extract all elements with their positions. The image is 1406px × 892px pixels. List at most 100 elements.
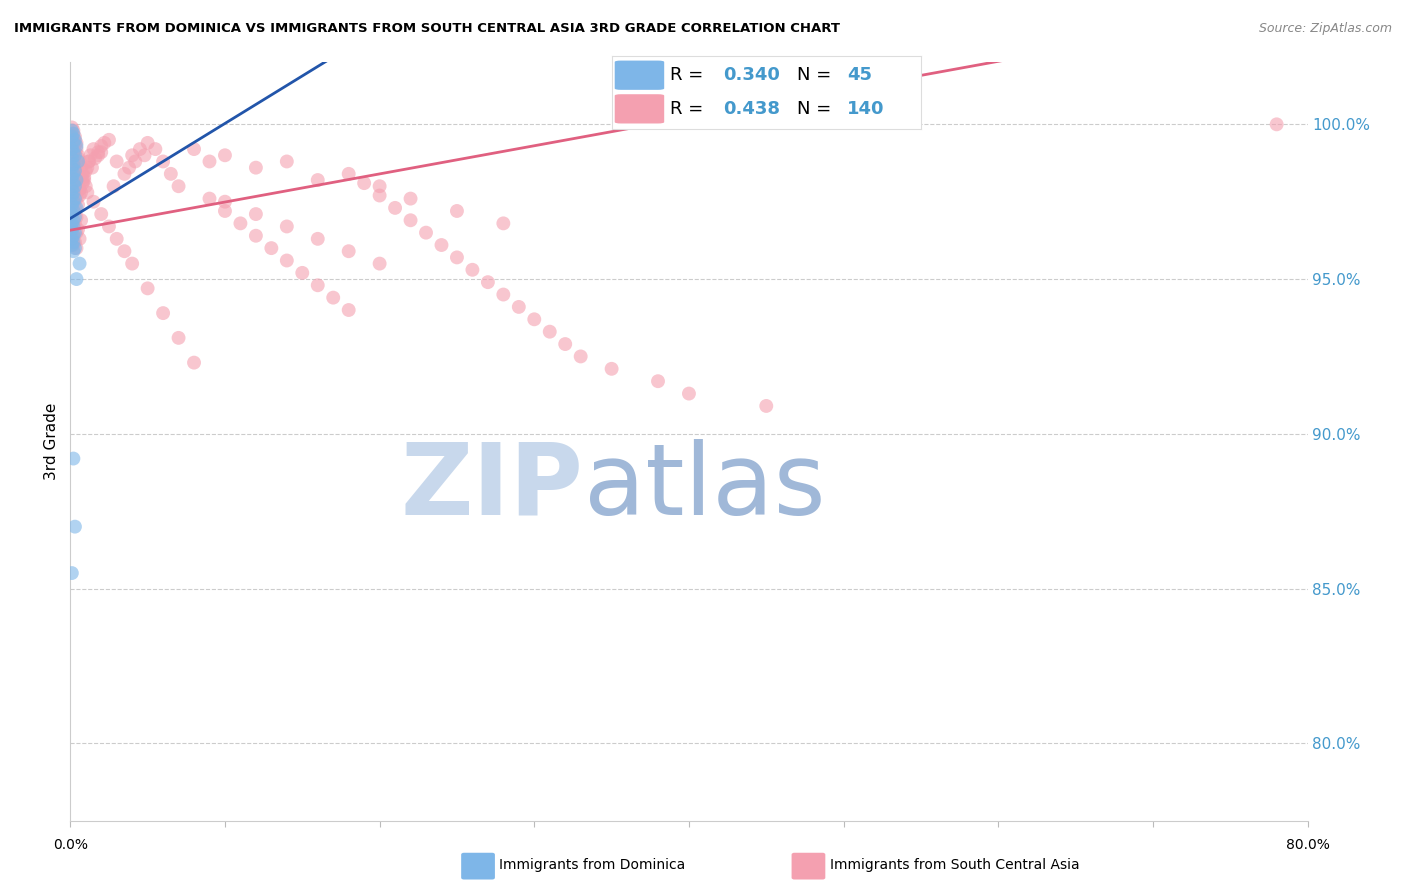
Point — [446, 251, 468, 265]
Y-axis label: 3rd Grade: 3rd Grade — [44, 403, 59, 480]
Point — [70, 186, 93, 200]
Point — [62, 235, 84, 249]
Point — [77, 154, 100, 169]
Point — [103, 179, 125, 194]
Point — [84, 152, 107, 166]
Point — [569, 350, 592, 364]
Point — [63, 216, 86, 230]
Point — [60, 169, 83, 184]
Point — [63, 201, 86, 215]
Point — [72, 176, 94, 190]
Point — [60, 120, 83, 135]
Point — [678, 386, 700, 401]
Point — [183, 356, 205, 370]
Point — [118, 161, 141, 175]
Point — [60, 207, 83, 221]
Point — [73, 173, 96, 187]
Point — [368, 188, 391, 202]
Point — [76, 161, 98, 175]
Point — [65, 169, 87, 184]
Point — [600, 361, 623, 376]
Point — [63, 163, 86, 178]
Point — [384, 201, 406, 215]
Point — [63, 148, 86, 162]
Point — [152, 154, 174, 169]
Point — [69, 154, 91, 169]
Point — [63, 241, 86, 255]
Point — [60, 198, 83, 212]
Point — [69, 182, 91, 196]
Point — [69, 232, 91, 246]
Point — [80, 161, 103, 175]
Text: N =: N = — [797, 66, 837, 84]
Point — [60, 566, 83, 580]
FancyBboxPatch shape — [614, 95, 664, 123]
FancyBboxPatch shape — [614, 61, 664, 90]
Point — [60, 238, 83, 252]
Point — [214, 204, 236, 219]
Point — [136, 281, 159, 295]
Point — [62, 219, 84, 234]
Point — [245, 207, 267, 221]
Text: 0.438: 0.438 — [723, 100, 780, 118]
Point — [245, 228, 267, 243]
Point — [167, 179, 190, 194]
Point — [114, 167, 135, 181]
Point — [105, 154, 128, 169]
Point — [69, 188, 91, 202]
Point — [368, 179, 391, 194]
Point — [307, 173, 329, 187]
Point — [63, 186, 86, 200]
Point — [98, 133, 120, 147]
Point — [60, 161, 83, 175]
Point — [63, 145, 86, 160]
Point — [554, 337, 576, 351]
Point — [322, 291, 344, 305]
Point — [62, 213, 84, 227]
Point — [62, 154, 84, 169]
Point — [62, 204, 84, 219]
Text: IMMIGRANTS FROM DOMINICA VS IMMIGRANTS FROM SOUTH CENTRAL ASIA 3RD GRADE CORRELA: IMMIGRANTS FROM DOMINICA VS IMMIGRANTS F… — [14, 22, 839, 36]
Point — [65, 201, 87, 215]
Point — [430, 238, 453, 252]
Point — [62, 451, 84, 466]
Text: 140: 140 — [846, 100, 884, 118]
Point — [75, 179, 97, 194]
Point — [124, 154, 146, 169]
Point — [70, 213, 93, 227]
Point — [62, 142, 84, 156]
Point — [145, 142, 166, 156]
Point — [62, 194, 84, 209]
Point — [63, 161, 86, 175]
Point — [353, 176, 375, 190]
Text: 45: 45 — [846, 66, 872, 84]
Point — [62, 123, 84, 137]
Point — [90, 145, 112, 160]
Point — [198, 154, 221, 169]
Text: R =: R = — [671, 100, 710, 118]
Point — [75, 163, 97, 178]
Point — [214, 194, 236, 209]
Point — [62, 173, 84, 187]
Point — [337, 244, 360, 259]
Point — [62, 167, 84, 181]
Point — [276, 154, 298, 169]
Point — [129, 142, 152, 156]
Point — [368, 257, 391, 271]
Point — [307, 278, 329, 293]
Point — [183, 142, 205, 156]
Point — [62, 204, 84, 219]
Text: 80.0%: 80.0% — [1285, 838, 1330, 852]
Point — [63, 210, 86, 224]
Point — [60, 216, 83, 230]
Point — [63, 136, 86, 150]
Point — [67, 198, 90, 212]
Point — [65, 210, 87, 224]
Point — [90, 139, 112, 153]
Point — [167, 331, 190, 345]
Point — [62, 238, 84, 252]
Point — [245, 161, 267, 175]
Point — [198, 192, 221, 206]
Point — [62, 188, 84, 202]
Point — [121, 148, 143, 162]
